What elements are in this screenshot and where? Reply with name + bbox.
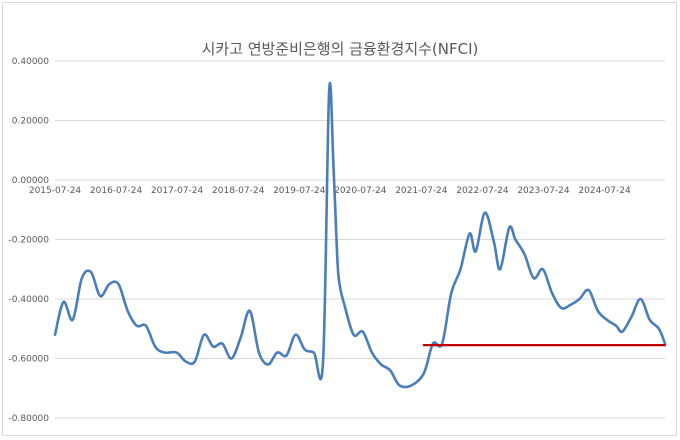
x-tick-label: 2017-07-24: [151, 186, 204, 196]
nfci-series-line: [53, 81, 667, 389]
y-tick-label: 0.20000: [12, 117, 49, 127]
y-tick-label: 0.00000: [12, 176, 49, 186]
y-tick-label: -0.80000: [9, 414, 50, 424]
x-tick-label: 2023-07-24: [517, 186, 570, 196]
y-tick-label: -0.20000: [9, 236, 50, 246]
y-tick-label: 0.40000: [12, 57, 49, 67]
x-tick-label: 2019-07-24: [273, 186, 326, 196]
x-tick-label: 2021-07-24: [395, 186, 448, 196]
y-tick-label: -0.60000: [9, 355, 50, 365]
x-axis-ticks: 2015-07-24 2016-07-24 2017-07-24 2018-07-24…: [29, 186, 631, 196]
x-tick-label: 2016-07-24: [90, 186, 143, 196]
x-tick-label: 2015-07-24: [29, 186, 82, 196]
y-axis-ticks: 0.40000 0.20000 0.00000 -0.20000 -0.40000 -0.…: [9, 57, 50, 424]
x-tick-label: 2020-07-24: [334, 186, 387, 196]
x-tick-label: 2022-07-24: [456, 186, 509, 196]
x-tick-label: 2024-07-24: [578, 186, 631, 196]
chart-title: 시카고 연방준비은행의 금융환경지수(NFCI): [201, 40, 479, 58]
series-layer: [53, 81, 667, 389]
y-tick-label: -0.40000: [9, 295, 50, 305]
chart-area: [2, 2, 677, 436]
gridlines: [55, 60, 665, 419]
x-tick-label: 2018-07-24: [212, 186, 265, 196]
